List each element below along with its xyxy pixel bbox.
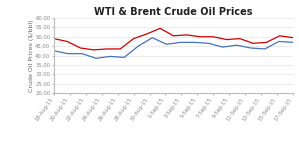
Title: WTI & Brent Crude Oil Prices: WTI & Brent Crude Oil Prices — [94, 7, 253, 17]
Y-axis label: Crude Oil Prices ($/bbl): Crude Oil Prices ($/bbl) — [29, 19, 34, 92]
